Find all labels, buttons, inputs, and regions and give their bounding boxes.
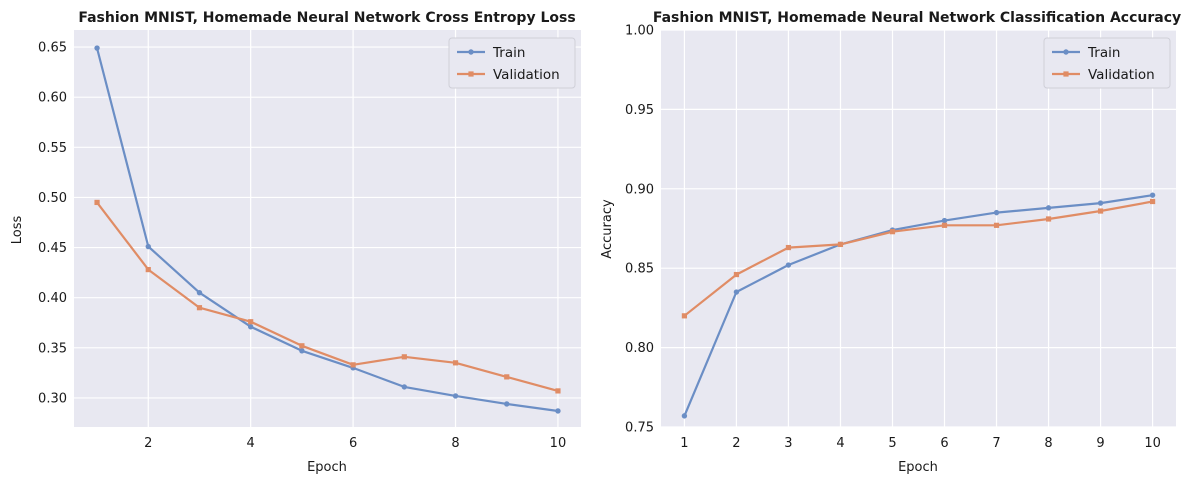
series-line [96, 201, 559, 392]
data-point [299, 348, 305, 354]
legend-box [448, 37, 576, 89]
y-tick-label: 1.00 [625, 24, 654, 39]
legend-label: Validation [493, 67, 560, 83]
legend-marker [468, 49, 474, 55]
data-point [1097, 208, 1104, 214]
accuracy-chart-title: Fashion MNIST, Homemade Neural Network C… [653, 10, 1181, 26]
x-tick-label: 10 [1144, 436, 1161, 451]
series-validation [94, 199, 561, 394]
data-point [681, 413, 688, 419]
data-point [504, 374, 510, 380]
x-tick-label: 3 [784, 436, 792, 451]
data-point [452, 393, 459, 399]
loss-chart: Fashion MNIST, Homemade Neural Network C… [10, 10, 581, 475]
data-point [785, 262, 792, 268]
x-tick-label: 5 [888, 436, 896, 451]
data-point [299, 343, 305, 349]
data-point [733, 271, 740, 278]
plot-background [74, 30, 581, 427]
accuracy-chart-xlabel: Epoch [898, 460, 938, 475]
x-tick-label: 6 [940, 436, 948, 451]
series-validation [681, 198, 1156, 319]
legend-label: Train [492, 45, 525, 61]
x-tick-label: 4 [836, 436, 844, 451]
loss-chart-xlabel: Epoch [307, 460, 347, 475]
x-tick-label: 9 [1096, 436, 1104, 451]
y-tick-label: 0.45 [38, 241, 67, 256]
y-tick-label: 0.80 [625, 341, 654, 356]
data-point [785, 244, 792, 251]
data-point [401, 354, 407, 360]
data-point [452, 360, 459, 366]
legend-marker [468, 71, 474, 77]
y-tick-label: 0.75 [625, 421, 654, 436]
x-tick-label: 6 [349, 436, 357, 451]
data-point [993, 209, 1000, 216]
x-tick-label: 8 [1044, 436, 1052, 451]
legend: Train Validation [448, 37, 576, 89]
data-point [145, 243, 151, 250]
data-point [555, 408, 561, 414]
data-point [94, 199, 100, 206]
data-point [1149, 192, 1156, 198]
plot-area [661, 29, 1176, 428]
data-point [837, 241, 844, 247]
x-tick-label: 2 [144, 436, 152, 451]
legend: Train Validation [1043, 37, 1171, 89]
data-point [941, 217, 948, 224]
y-tick-label: 0.65 [38, 41, 67, 56]
data-point [1045, 205, 1052, 211]
series-line [95, 47, 559, 413]
y-tick-label: 0.85 [625, 262, 654, 277]
data-point [504, 401, 510, 407]
data-point [248, 319, 254, 325]
y-tick-label: 0.55 [38, 141, 67, 156]
series-line [683, 200, 1153, 317]
data-point [247, 324, 254, 330]
legend-marker [1063, 49, 1069, 55]
data-point [993, 222, 1000, 228]
x-tick-label: 2 [732, 436, 740, 451]
loss-chart-title: Fashion MNIST, Homemade Neural Network C… [78, 10, 575, 26]
data-point [941, 222, 948, 228]
y-tick-label: 0.95 [625, 103, 654, 118]
loss-chart-ylabel: Loss [10, 216, 25, 245]
data-point [196, 289, 203, 296]
accuracy-chart-ylabel: Accuracy [600, 199, 615, 259]
data-point [145, 267, 151, 273]
data-point [1097, 200, 1104, 206]
plot-area [74, 30, 581, 427]
data-point [555, 388, 561, 394]
data-point [94, 45, 100, 51]
x-tick-label: 7 [992, 436, 1000, 451]
x-tick-label: 4 [247, 436, 255, 451]
x-tick-label: 1 [680, 436, 688, 451]
legend-label: Validation [1088, 67, 1155, 83]
y-tick-label: 0.30 [38, 391, 67, 406]
data-point [1045, 216, 1052, 222]
data-point [1149, 198, 1156, 205]
accuracy-chart: Fashion MNIST, Homemade Neural Network C… [600, 10, 1181, 475]
data-point [889, 229, 896, 235]
data-point [350, 362, 356, 368]
series-line [683, 194, 1153, 417]
y-tick-label: 0.50 [38, 191, 67, 206]
y-tick-label: 0.60 [38, 91, 67, 106]
y-tick-label: 0.90 [625, 182, 654, 197]
legend-box [1043, 37, 1171, 89]
x-tick-label: 8 [451, 436, 459, 451]
y-tick-label: 0.35 [38, 341, 67, 356]
legend-marker [1063, 71, 1069, 77]
legend-label: Train [1087, 45, 1120, 61]
data-point [681, 313, 688, 319]
y-tick-label: 0.40 [38, 291, 67, 306]
data-point [196, 305, 203, 311]
x-tick-label: 10 [550, 436, 567, 451]
data-point [401, 384, 408, 390]
data-point [733, 289, 740, 295]
